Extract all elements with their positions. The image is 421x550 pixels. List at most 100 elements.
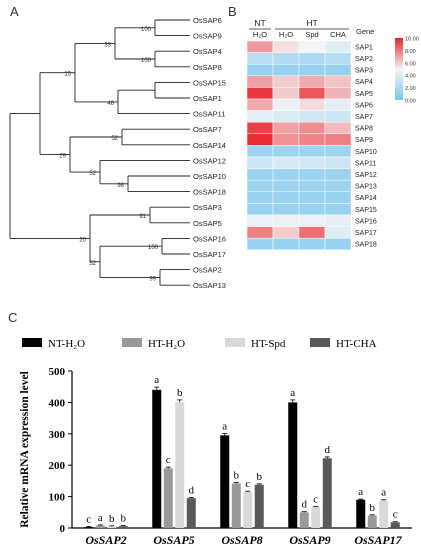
bar: [186, 498, 196, 528]
bar: [299, 512, 309, 528]
heatmap-cell: [324, 191, 352, 204]
heatmap-cell: [272, 75, 300, 88]
phylogenetic-tree: OsSAP6 OsSAP9 OsSAP4 OsSAP8 OsSAP15 OsSAP1 OsS…: [9, 16, 226, 290]
tree-leaf-label: OsSAP5: [193, 219, 222, 228]
bootstrap-value: 52: [89, 171, 96, 177]
significance-letter: a: [381, 487, 386, 499]
bar: [220, 435, 230, 528]
heatmap-cell: [246, 110, 274, 123]
heatmap-cell: [272, 214, 300, 227]
significance-letter: a: [98, 512, 103, 524]
heatmap-gene-label: SAP6: [355, 102, 373, 109]
tree-leaf-label: OsSAP8: [193, 63, 222, 72]
bootstrap-value: 100: [141, 58, 152, 64]
heatmap-cell: [246, 98, 274, 111]
legend-swatch: [225, 338, 245, 347]
heatmap-cell: [324, 145, 352, 158]
tree-leaf-label: OsSAP7: [193, 125, 222, 134]
significance-letter: b: [234, 470, 240, 482]
colorbar-tick-label: 4.00: [405, 74, 416, 80]
heatmap-cell: [298, 226, 326, 239]
tree-leaf-label: OsSAP6: [193, 16, 222, 25]
heatmap-gene-label: SAP17: [355, 230, 377, 237]
heatmap-cell: [298, 145, 326, 158]
heatmap-gene-label: SAP13: [355, 184, 377, 191]
bar: [379, 500, 389, 528]
bootstrap-value: 20: [79, 237, 86, 243]
heatmap-cell: [324, 237, 352, 251]
heatmap-cell: [246, 168, 274, 181]
tree-leaf-label: OsSAP16: [193, 234, 226, 243]
heatmap-cell: [272, 110, 300, 123]
heatmap-gene-label: SAP16: [355, 218, 377, 225]
y-tick-label: 300: [49, 429, 66, 441]
heatmap-column-label: H₂O: [279, 30, 293, 39]
heatmap-cell: [272, 156, 300, 169]
heatmap-cell: [272, 87, 300, 100]
significance-letter: c: [86, 513, 91, 525]
legend-label: HT-Spd: [251, 338, 286, 350]
heatmap-cell: [298, 87, 326, 100]
panel-label-a: A: [10, 4, 19, 19]
bar: [163, 468, 173, 528]
significance-letter: d: [302, 499, 308, 511]
heatmap-cell: [246, 75, 274, 88]
heatmap-gene-label: SAP5: [355, 91, 373, 98]
bootstrap-value: 91: [139, 214, 146, 220]
bar: [390, 522, 400, 528]
significance-letter: c: [393, 509, 398, 521]
significance-letter: b: [257, 471, 263, 483]
heatmap-cell: [246, 52, 274, 65]
significance-letter: c: [313, 493, 318, 505]
heatmap-cell: [324, 179, 352, 193]
significance-letter: a: [154, 374, 159, 386]
heatmap-cell: [298, 110, 326, 123]
heatmap-cell: [298, 133, 326, 146]
heatmap-cell: [298, 52, 326, 65]
heatmap-cell: [246, 87, 274, 100]
heatmap-cell: [246, 214, 274, 227]
heatmap-gene-label: SAP7: [355, 114, 373, 121]
bar: [152, 389, 162, 528]
heatmap-cell: [246, 63, 274, 77]
heatmap-cell: [324, 121, 352, 135]
legend-label: HT-H₂O: [148, 338, 185, 350]
bar: [367, 515, 377, 528]
heatmap-cell: [324, 156, 352, 169]
heatmap-cell: [324, 168, 352, 181]
heatmap-cell: [298, 203, 326, 216]
colorbar-tick-label: 6.00: [405, 61, 416, 67]
heatmap-gene-label: SAP14: [355, 195, 377, 202]
tree-leaf-label: OsSAP4: [193, 47, 222, 56]
heatmap-gene-header: Gene: [356, 27, 374, 36]
heatmap-cell: [298, 121, 326, 135]
heatmap-column-label: H₂O: [253, 30, 267, 39]
bar: [231, 483, 241, 528]
x-tick-label: OsSAP17: [354, 533, 402, 547]
heatmap-cell: [324, 110, 352, 123]
heatmap-cell: [272, 52, 300, 65]
significance-letter: a: [358, 486, 363, 498]
y-tick-label: 100: [49, 492, 66, 504]
heatmap-gene-label: SAP11: [355, 160, 376, 167]
y-tick-label: 500: [49, 366, 66, 378]
heatmap-cell: [324, 40, 352, 53]
heatmap-gene-label: SAP10: [355, 149, 377, 156]
bar: [254, 484, 264, 528]
bootstrap-value: 29: [59, 154, 66, 160]
colorbar-tick-label: 8.00: [405, 49, 416, 55]
heatmap-cell: [324, 87, 352, 100]
legend-swatch: [122, 338, 142, 347]
bootstrap-value: 100: [148, 245, 159, 251]
heatmap-cell: [272, 121, 300, 135]
bootstrap-value: 33: [104, 42, 111, 48]
heatmap-gene-label: SAP8: [355, 126, 373, 133]
heatmap-cell: [298, 179, 326, 193]
panel-label-c: C: [8, 310, 17, 325]
significance-letter: c: [166, 454, 171, 466]
tree-leaf-label: OsSAP13: [193, 281, 226, 290]
tree-leaf-label: OsSAP17: [193, 250, 226, 259]
heatmap-cell: [272, 168, 300, 181]
heatmap-cell: [246, 226, 274, 239]
